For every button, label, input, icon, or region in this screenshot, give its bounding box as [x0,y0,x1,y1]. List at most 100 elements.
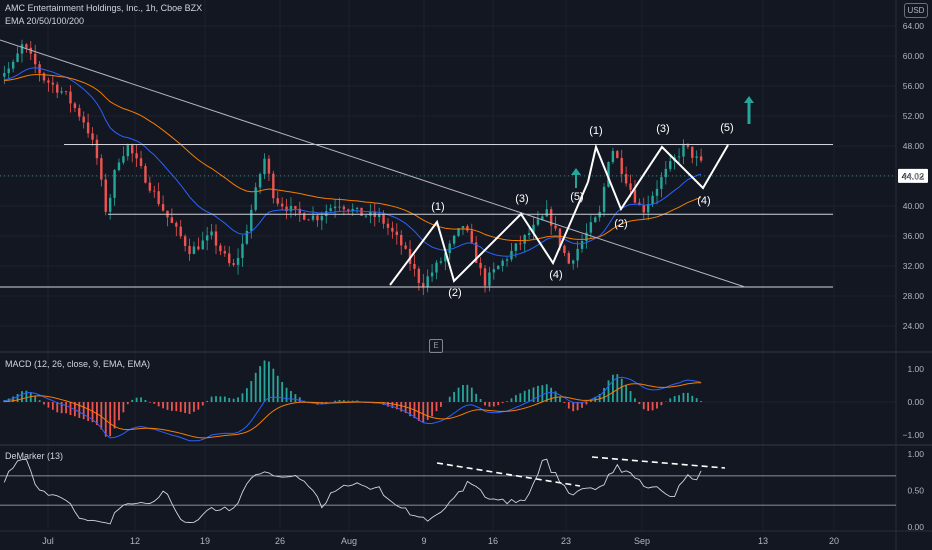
demarker-panel[interactable] [0,456,896,525]
candle-body [492,269,496,273]
candle-body [73,103,77,109]
candle-body [122,156,125,163]
time-tick-label: 19 [200,536,210,546]
macd-histogram-bar [603,387,605,402]
candle-body [82,116,85,123]
candle-body [629,183,632,190]
price-tick-label: 52.00 [903,111,925,121]
candle-body [3,73,6,77]
candle-body [333,206,337,209]
candle-body [580,241,584,249]
candle-body [545,209,548,217]
candle-body [139,158,143,166]
candle-body [395,231,399,235]
macd-histogram-bar [171,402,173,411]
candle-body [325,211,328,217]
macd-histogram-bar [268,361,270,402]
price-tick-label: 28.00 [903,291,925,301]
macd-histogram-bar [342,400,345,402]
price-tick-label: 48.00 [903,141,925,151]
candle-body [510,250,513,260]
candle-body [201,240,204,250]
candle-body [33,53,37,65]
candle-body [514,243,518,251]
candle-body [651,195,654,205]
macd-histogram-bar [382,402,385,406]
candle-body [611,151,615,163]
macd-histogram-bar [259,366,261,402]
candle-body [338,206,341,208]
candle-body [422,282,425,288]
macd-histogram-bar [148,402,151,403]
candle-body [223,251,227,254]
demarker-tick-label: 0.50 [907,486,924,496]
macd-histogram-bar [426,402,429,420]
macd-histogram-bar [686,392,689,402]
demarker-divergence-line [436,462,581,487]
candle-body [541,216,544,220]
macd-histogram-bar [585,402,588,405]
macd-histogram-bar [642,402,645,410]
candle-body [56,84,59,93]
macd-histogram-bar [250,381,253,402]
candle-body [205,235,209,241]
macd-histogram-bar [537,385,539,402]
candle-body [607,162,610,187]
candle-body [250,209,253,231]
macd-histogram-bar [567,402,570,409]
candle-body [342,206,346,210]
candle-body [11,61,15,69]
macd-histogram-bar [210,396,213,402]
candle-body [536,219,540,225]
wave-label: (2) [614,218,627,230]
candle-body [303,213,306,220]
macd-histogram-bar [219,396,222,402]
last-price-label: 44.02 [902,171,925,181]
macd-histogram-bar [197,402,200,410]
ema-fast-line [4,67,702,257]
macd-histogram-bar [572,402,575,412]
time-tick-label: 16 [488,536,498,546]
candle-body [483,268,487,286]
macd-histogram-bar [232,398,235,402]
candle-body [320,216,324,221]
currency-badge[interactable]: USD [904,3,928,18]
candle-body [479,262,482,269]
candle-body [400,234,403,246]
macd-tick-label: −1.00 [902,430,924,440]
macd-histogram-bar [223,396,226,402]
macd-histogram-bar [589,400,592,402]
macd-histogram-bar [404,402,407,414]
candle-body [298,208,301,214]
price-tick-label: 24.00 [903,321,925,331]
candle-body [417,268,421,283]
macd-histogram-bar [254,372,257,402]
macd-histogram-bar [16,394,19,402]
candle-body [589,222,593,233]
price-panel[interactable] [3,39,703,296]
macd-histogram-bar [144,399,147,402]
candle-body [435,262,438,273]
macd-panel[interactable] [0,360,896,442]
macd-histogram-bar [109,402,112,437]
macd-histogram-bar [387,402,389,407]
macd-histogram-bar [488,402,491,407]
macd-histogram-bar [47,402,50,408]
macd-histogram-bar [272,368,275,402]
candle-body [228,253,231,264]
earnings-marker[interactable]: E [429,339,443,353]
macd-histogram-bar [638,402,641,405]
macd-histogram-bar [497,402,500,406]
macd-histogram-bar [3,400,6,402]
macd-histogram-bar [559,397,561,402]
time-tick-label: 9 [421,536,426,546]
macd-histogram-bar [215,396,217,402]
candle-body [501,260,504,266]
macd-histogram-bar [453,391,456,402]
macd-histogram-bar [678,395,680,402]
candle-body [47,80,50,83]
candle-body [355,207,359,209]
candle-body [289,206,293,212]
